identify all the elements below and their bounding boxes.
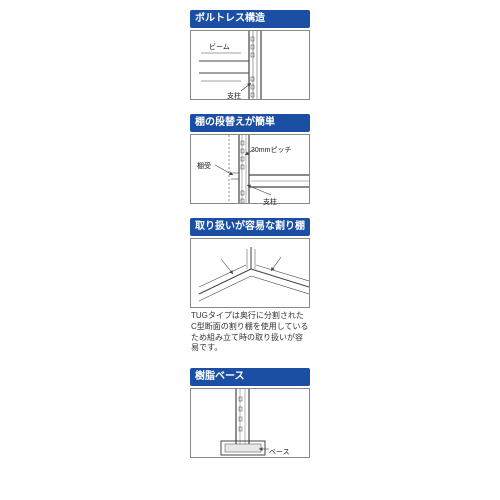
diagram-label: 支柱 — [263, 199, 277, 206]
diagram-label: 30mmピッチ — [251, 147, 291, 154]
feature-block: 樹脂ベースベース — [190, 368, 310, 458]
feature-title: 取り扱いが容易な割り棚 — [190, 218, 310, 236]
feature-diagram: 棚受 30mmピッチ支柱 — [190, 134, 310, 204]
diagram-label: 支柱 — [227, 93, 241, 100]
feature-title: ボルトレス構造 — [190, 10, 310, 28]
diagram-label: ビーム — [209, 44, 230, 51]
feature-title: 棚の段替えが簡単 — [190, 114, 310, 132]
feature-title: 樹脂ベース — [190, 368, 310, 386]
feature-block: 取り扱いが容易な割り棚 TUGタイプは奥行に分割されたC型断面の割り棚を使用してい… — [190, 218, 310, 354]
feature-block: 棚の段替えが簡単棚受 30mmピッチ支柱 — [190, 114, 310, 204]
feature-caption: TUGタイプは奥行に分割されたC型断面の割り棚を使用しているため組み立て時の取り… — [190, 311, 310, 354]
feature-diagram: ビーム支柱 — [190, 30, 310, 100]
feature-diagram: ベース — [190, 388, 310, 458]
feature-diagram — [190, 238, 310, 308]
diagram-label: 棚受 — [197, 163, 211, 170]
feature-block: ボルトレス構造ビーム支柱 — [190, 10, 310, 100]
diagram-label: ベース — [269, 449, 290, 456]
